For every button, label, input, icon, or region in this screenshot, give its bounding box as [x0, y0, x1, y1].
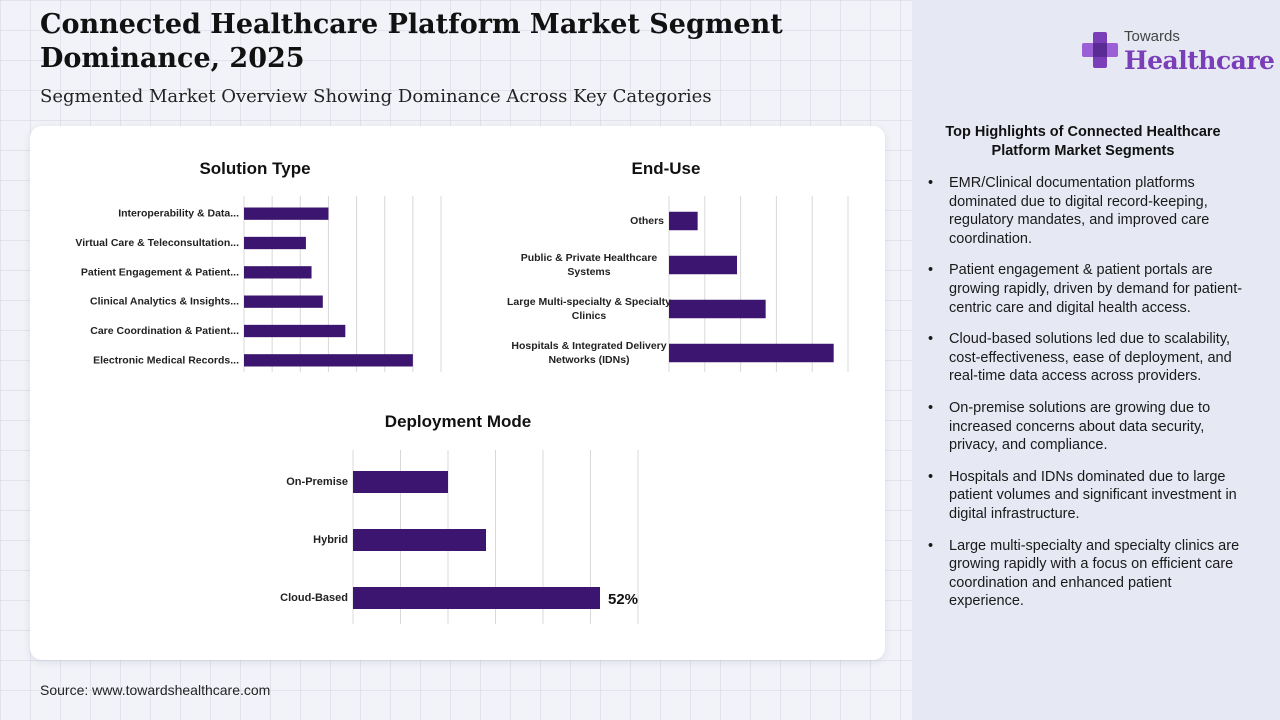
bullet-icon: • [928, 537, 934, 554]
chart-svg-deployment-mode: On-Premise Hybrid Cloud-Based 52% [280, 450, 639, 624]
category-label: Virtual Care & Teleconsultation... [75, 237, 239, 249]
logo-text-towards: Towards [1124, 28, 1180, 45]
category-label: Clinical Analytics & Insights... [90, 296, 239, 308]
bar-4 [244, 295, 323, 308]
bar-4 [669, 343, 834, 363]
category-label: Hybrid [313, 534, 348, 546]
highlights-list: • EMR/Clinical documentation platforms do… [928, 174, 1248, 624]
chart-title-deployment-mode: Deployment Mode [384, 412, 532, 431]
highlight-text: Cloud-based solutions led due to scalabi… [949, 331, 1232, 385]
page-subtitle: Segmented Market Overview Showing Domina… [40, 86, 712, 107]
highlight-text: Patient engagement & patient portals are… [949, 262, 1243, 316]
highlight-item: • Patient engagement & patient portals ar… [928, 261, 1248, 317]
highlights-title: Top Highlights of Connected Healthcare P… [945, 124, 1221, 159]
chart-svg-solution-type: Interoperability & Data... Virtual Care &… [75, 196, 442, 372]
charts-card: Solution Type Interoperability & Data...… [30, 126, 885, 660]
highlight-text: EMR/Clinical documentation platforms dom… [949, 175, 1210, 247]
highlight-item: • EMR/Clinical documentation platforms do… [928, 174, 1248, 248]
category-label: Hospitals & Integrated Delivery Networks … [511, 340, 666, 366]
bar-2 [244, 236, 306, 250]
category-label: Patient Engagement & Patient... [81, 266, 239, 278]
category-label: Cloud-Based [280, 592, 348, 604]
bar-3 [353, 587, 600, 609]
bullet-icon: • [928, 262, 934, 279]
source-credit: Source: www.towardshealthcare.com [40, 682, 271, 698]
category-label: On-Premise [286, 476, 348, 488]
bar-2 [669, 255, 738, 275]
highlight-item: • On-premise solutions are growing due to… [928, 399, 1248, 455]
category-label: Others [630, 215, 664, 227]
bullet-icon: • [928, 468, 934, 485]
category-label: Large Multi-specialty & Specialty Clinics [507, 296, 671, 322]
highlight-item: • Hospitals and IDNs dominated due to lar… [928, 468, 1248, 524]
chart-title-solution-type: Solution Type [199, 159, 311, 178]
bar-1 [353, 471, 448, 493]
bar-3 [669, 299, 766, 319]
page-title: Connected Healthcare Platform Market Seg… [40, 9, 783, 74]
highlight-item: • Large multi-specialty and specialty cli… [928, 537, 1248, 611]
bar-1 [244, 207, 329, 220]
bar-1 [669, 211, 698, 231]
category-label: Care Coordination & Patient... [90, 325, 239, 337]
highlight-text: Large multi-specialty and specialty clin… [949, 537, 1240, 610]
bar-6 [244, 354, 413, 367]
chart-svg-end-use: Others Public & Private Healthcare Systems… [507, 196, 849, 372]
highlight-item: • Cloud-based solutions led due to scalab… [928, 330, 1248, 386]
category-label: Public & Private Healthcare Systems [521, 252, 658, 278]
bullet-icon: • [928, 331, 934, 348]
highlight-text: Hospitals and IDNs dominated due to larg… [949, 468, 1237, 522]
data-label: 52% [608, 591, 638, 608]
category-label: Interoperability & Data... [118, 208, 239, 220]
bullet-icon: • [928, 175, 934, 191]
medical-cross-icon [1082, 32, 1118, 68]
highlight-text: On-premise solutions are growing due to … [949, 399, 1211, 454]
bar-2 [353, 529, 486, 551]
bar-3 [244, 266, 312, 279]
highlights-panel [912, 0, 1280, 720]
chart-title-end-use: End-Use [631, 159, 701, 178]
brand-logo: Towards Healthcare [1080, 28, 1275, 78]
bullet-icon: • [928, 399, 934, 416]
bar-5 [244, 324, 346, 338]
logo-text-healthcare: Healthcare [1124, 46, 1275, 75]
category-label: Electronic Medical Records... [93, 354, 239, 366]
